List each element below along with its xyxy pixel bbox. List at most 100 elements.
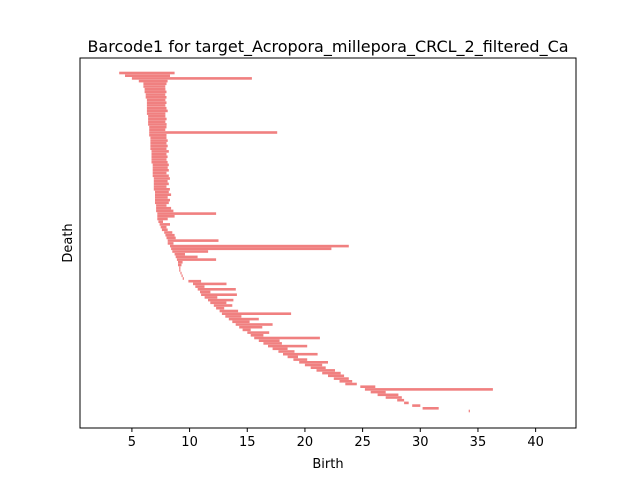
barcode-bar xyxy=(345,382,357,386)
barcode-bar xyxy=(149,125,167,129)
barcode-bar xyxy=(146,109,168,113)
barcode-bar xyxy=(370,390,386,394)
x-tick-label: 25 xyxy=(354,435,371,450)
barcode-bar xyxy=(153,177,170,180)
x-tick-label: 15 xyxy=(239,435,256,450)
barcode-bar xyxy=(377,393,399,397)
barcode-bar xyxy=(149,128,166,132)
barcode-bar xyxy=(228,317,259,321)
barcode-bar xyxy=(146,104,166,107)
barcode-bar xyxy=(145,96,167,99)
barcode-bar xyxy=(157,212,217,215)
barcode-bar xyxy=(152,166,168,169)
barcode-bar xyxy=(200,290,211,294)
barcode-bar xyxy=(150,142,167,145)
barcode-bar xyxy=(304,363,323,367)
barcode-bar xyxy=(149,131,278,134)
barcode-bar xyxy=(151,150,169,153)
y-axis-label: Death xyxy=(61,223,76,262)
barcode-bar xyxy=(152,163,169,167)
barcode-bar xyxy=(146,112,166,115)
barcode-bar xyxy=(148,117,167,121)
barcode-bar xyxy=(161,228,168,232)
barcode-bar xyxy=(404,401,409,405)
barcode-bar xyxy=(328,374,345,378)
barcode-bar xyxy=(412,404,421,407)
barcode-bar xyxy=(146,106,167,110)
barcode-bar xyxy=(153,182,169,186)
barcode-bar xyxy=(247,331,270,334)
barcode-bar xyxy=(156,204,167,207)
barcode-bar xyxy=(152,169,169,172)
x-tick-label: 30 xyxy=(412,435,429,450)
barcode-bar xyxy=(148,123,167,126)
barcode-bar xyxy=(166,236,176,240)
x-axis-label: Birth xyxy=(312,457,343,472)
barcode-bar xyxy=(167,239,219,242)
x-axis-ticks: 5 10 15 20 25 30 35 40 xyxy=(128,428,544,450)
barcode-bar xyxy=(333,377,349,380)
barcode-bar xyxy=(160,225,167,229)
barcode-bar xyxy=(268,344,308,348)
barcode-bar xyxy=(201,293,237,296)
barcode-bar xyxy=(180,271,182,275)
barcode-bar xyxy=(210,301,227,305)
barcode-bar xyxy=(322,371,341,375)
plot-frame xyxy=(79,57,577,429)
barcode-bar xyxy=(146,98,166,102)
barcode-bar xyxy=(468,409,470,413)
barcode-bar xyxy=(150,147,167,150)
barcode-bar xyxy=(208,298,234,302)
barcode-bar xyxy=(156,206,172,210)
barcode-bar xyxy=(148,120,166,123)
barcode-bar xyxy=(278,350,295,353)
barcode-bar xyxy=(258,339,280,342)
barcode-bar xyxy=(158,220,163,223)
barcode-bar xyxy=(151,152,167,156)
barcode-bar xyxy=(151,158,167,161)
x-tick-label: 5 xyxy=(128,435,136,450)
barcode-bar xyxy=(179,266,181,269)
barcode-bar xyxy=(172,250,209,253)
barcode-bar xyxy=(125,74,170,77)
barcode-bar xyxy=(225,315,242,318)
barcode-bar xyxy=(170,244,349,248)
barcode-bar xyxy=(119,71,175,75)
barcode-bar xyxy=(176,258,217,261)
barcode-bar xyxy=(239,325,263,329)
barcode-bar xyxy=(153,188,170,191)
x-tick-label: 10 xyxy=(181,435,198,450)
barcode-bar xyxy=(364,388,493,391)
barcode-bar xyxy=(144,90,167,94)
barcode-bar xyxy=(152,171,167,175)
barcode-bar xyxy=(310,366,326,369)
barcode-bar xyxy=(283,352,318,356)
barcode-bar xyxy=(165,233,175,237)
barcode-bar xyxy=(143,82,167,86)
barcode-bar xyxy=(263,342,282,345)
x-tick-label: 35 xyxy=(470,435,487,450)
barcode-bar xyxy=(144,87,166,91)
barcode-bar xyxy=(155,201,169,205)
barcode-bar xyxy=(188,279,202,283)
barcode-bar xyxy=(153,185,167,188)
barcode-bar xyxy=(316,369,335,372)
barcode-bar xyxy=(164,231,173,234)
barcode-bar xyxy=(156,209,174,213)
barcode-bar xyxy=(148,115,166,118)
barcode-bar xyxy=(150,139,168,142)
barcode-bar xyxy=(360,385,376,388)
barcode-bar xyxy=(150,144,168,148)
barcode-bar xyxy=(204,296,218,299)
barcode-bar xyxy=(179,269,181,272)
barcode-bar xyxy=(293,358,308,361)
barcode-bar xyxy=(287,355,298,359)
barcode-bar xyxy=(153,179,168,183)
barcode-bar xyxy=(221,312,292,315)
barcode-bar xyxy=(155,198,170,202)
barcode-bar xyxy=(242,328,251,332)
barcode-bar xyxy=(272,347,288,351)
barcode-bar xyxy=(155,190,169,194)
barcode-bar xyxy=(152,174,169,178)
